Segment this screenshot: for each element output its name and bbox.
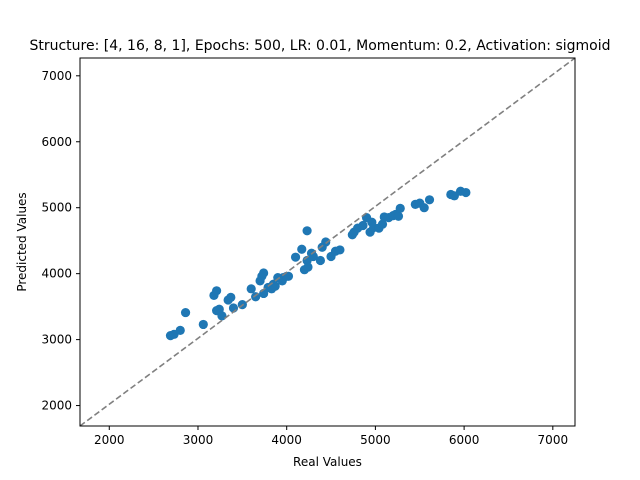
- data-point-46: [358, 220, 368, 231]
- y-tick-label-0: 2000: [41, 399, 72, 413]
- x-tick-label-0: 2000: [94, 433, 125, 447]
- data-point-29: [290, 252, 301, 262]
- y-tick-label-4: 6000: [41, 135, 72, 149]
- data-point-11: [226, 292, 236, 302]
- axes-frame: [79, 57, 576, 427]
- y-tick-label-3: 5000: [41, 201, 72, 215]
- data-point-6: [212, 286, 222, 296]
- x-tick-label-4: 6000: [449, 433, 480, 447]
- data-point-4: [198, 319, 208, 330]
- data-point-30: [297, 244, 307, 254]
- data-point-36: [308, 251, 318, 262]
- data-point-66: [461, 187, 471, 198]
- data-point-37: [315, 255, 326, 266]
- data-point-62: [424, 195, 435, 205]
- reference-line: [79, 57, 576, 427]
- y-axis-title: Predicted Values: [15, 192, 29, 291]
- data-point-52: [377, 219, 388, 229]
- plot-area: 2000 3000 4000 5000 6000 7000 2000 3000 4000 5000…: [41, 57, 576, 447]
- data-point-42: [335, 245, 345, 255]
- data-point-3: [180, 307, 191, 318]
- data-point-15: [251, 292, 261, 302]
- data-point-2: [175, 325, 185, 335]
- x-tick-label-3: 5000: [360, 433, 391, 447]
- x-axis-title: Real Values: [293, 455, 362, 469]
- data-point-57: [393, 211, 404, 221]
- data-point-61: [419, 203, 429, 213]
- data-point-34: [303, 262, 313, 272]
- x-tick-label-2: 4000: [271, 433, 302, 447]
- x-tick-label-1: 3000: [183, 433, 214, 447]
- data-point-18: [259, 268, 269, 278]
- data-point-58: [395, 203, 405, 213]
- y-tick-label-2: 4000: [41, 267, 72, 281]
- x-tick-label-5: 7000: [538, 433, 569, 447]
- chart-title: Structure: [4, 16, 8, 1], Epochs: 500, L…: [29, 38, 610, 54]
- data-point-14: [246, 284, 256, 294]
- data-point-32: [302, 226, 312, 236]
- data-point-23: [270, 281, 280, 291]
- data-point-28: [283, 271, 294, 281]
- data-point-9: [217, 311, 227, 321]
- data-point-39: [321, 237, 331, 247]
- y-tick-label-1: 3000: [41, 333, 72, 347]
- y-tick-label-5: 7000: [41, 69, 72, 83]
